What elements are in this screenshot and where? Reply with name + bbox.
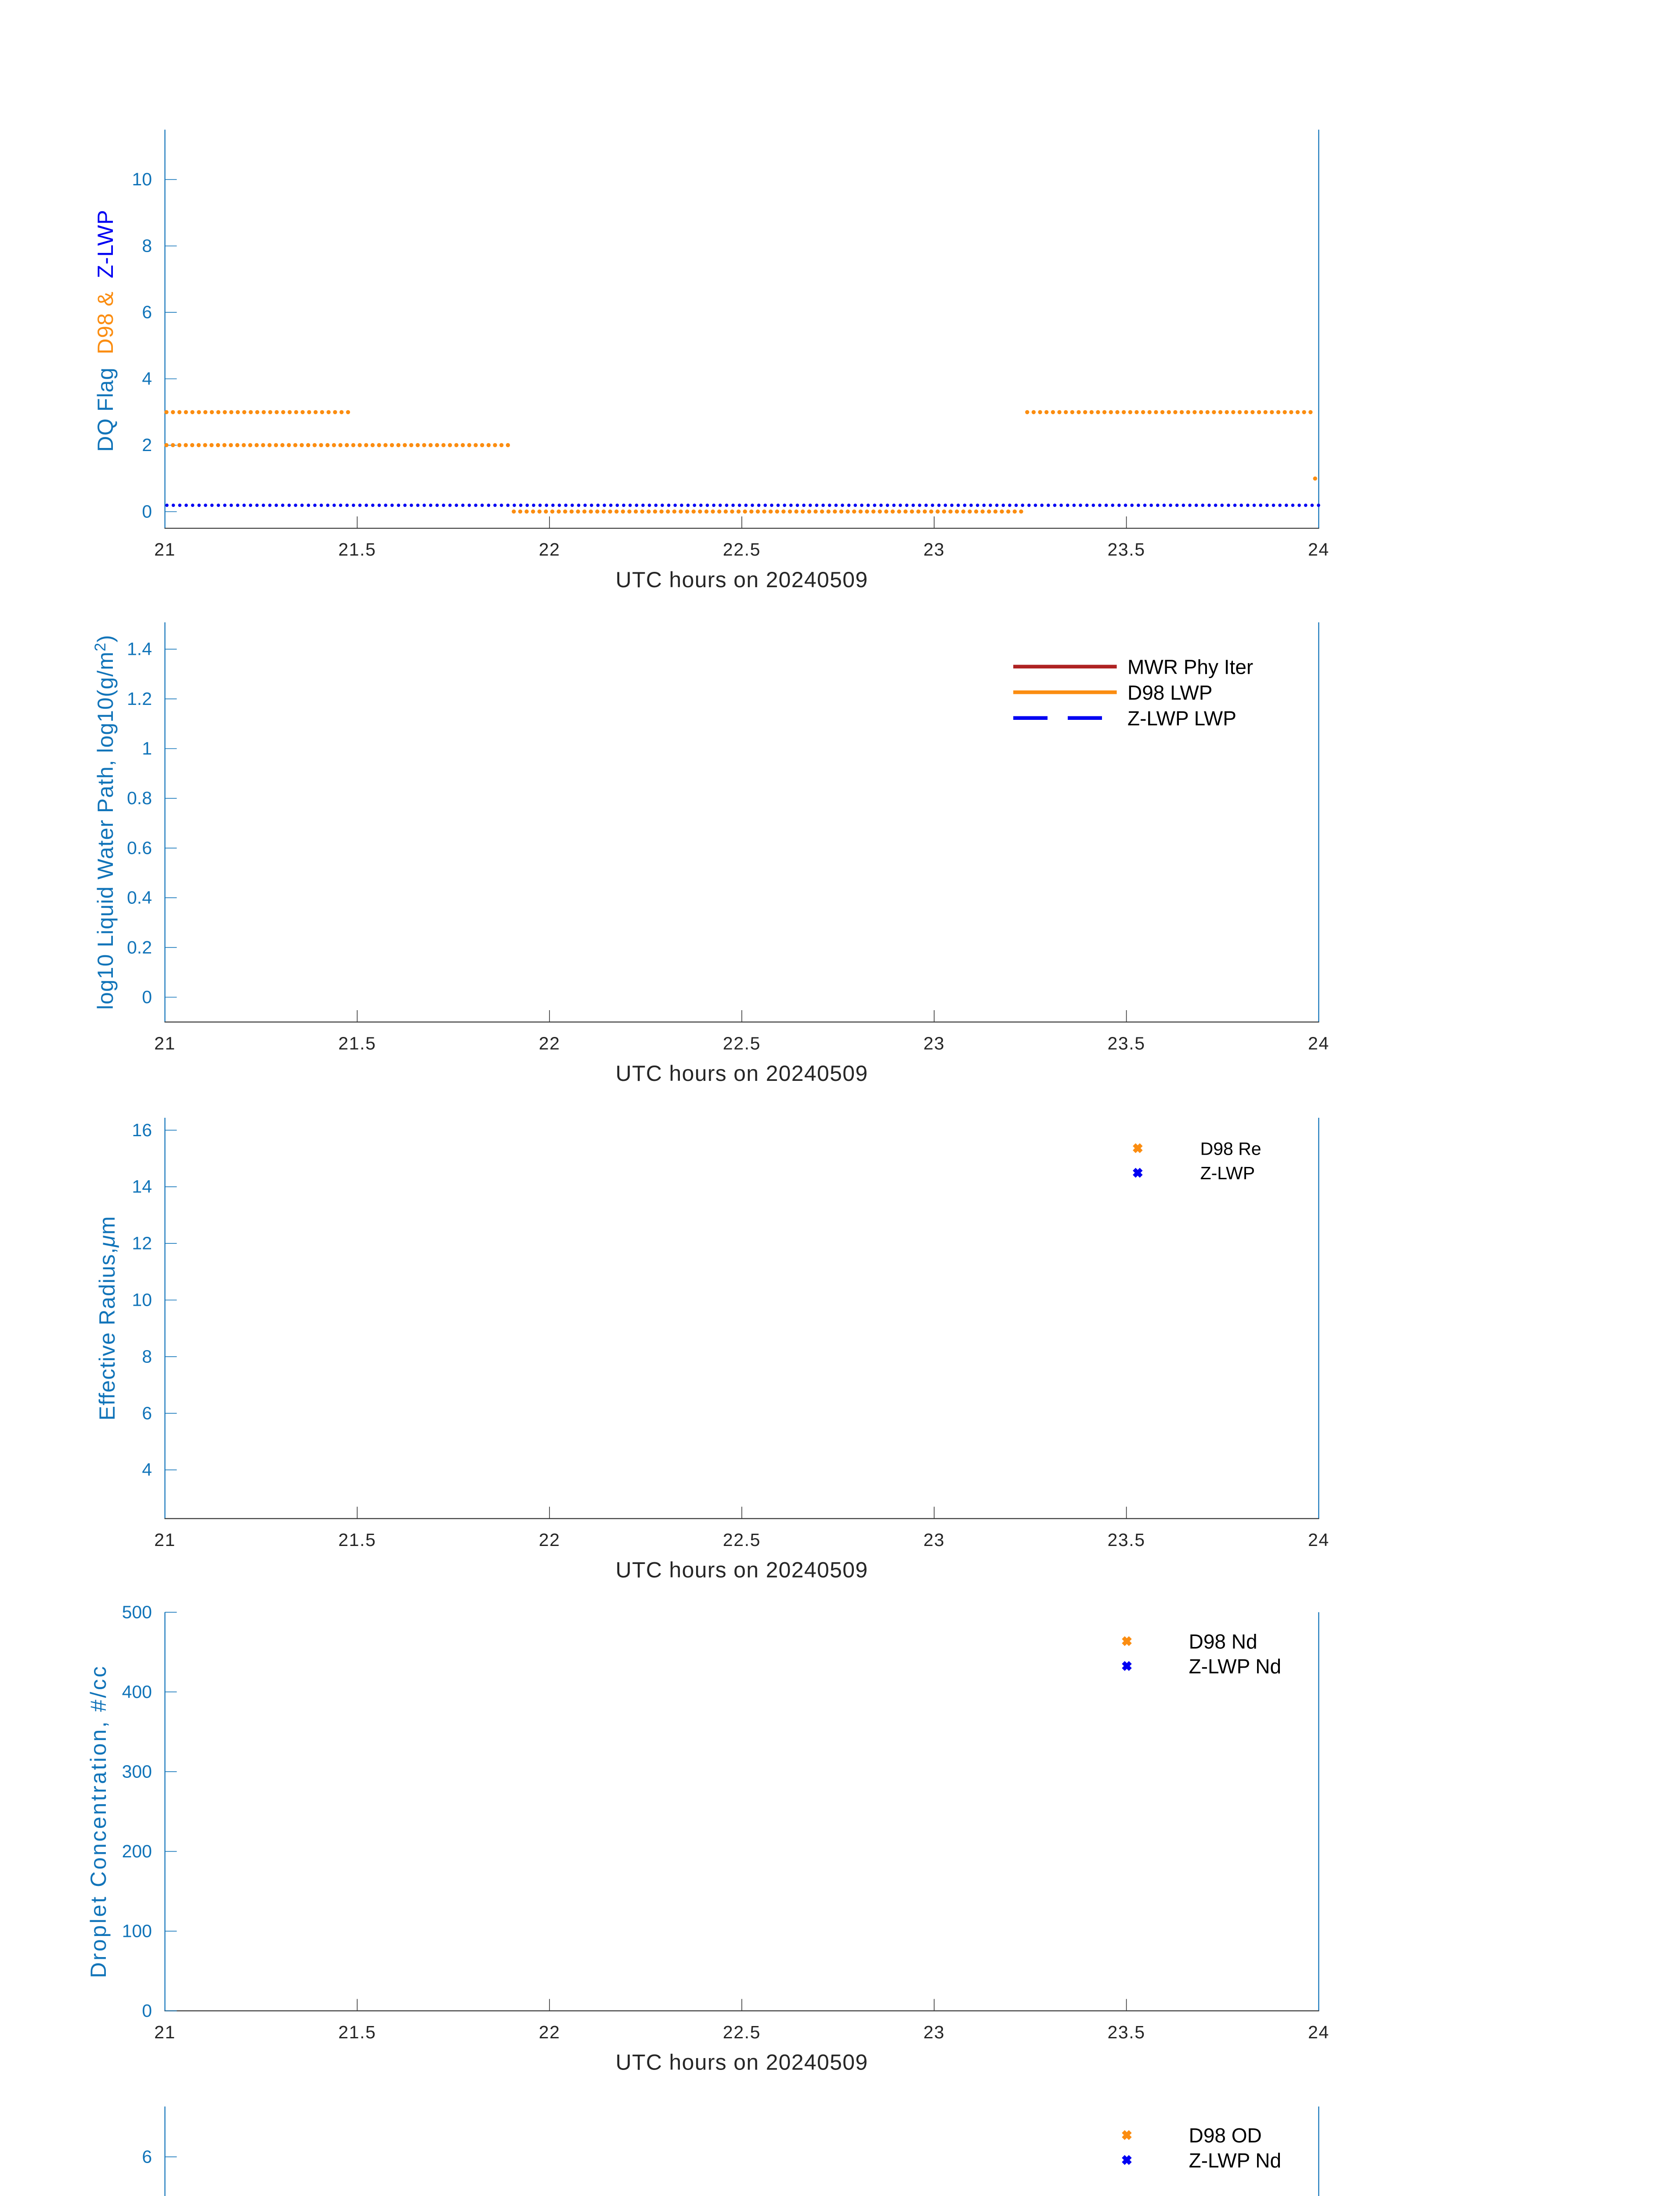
svg-text:0: 0 (142, 2001, 152, 2021)
svg-text:8: 8 (142, 236, 152, 256)
svg-text:21.5: 21.5 (338, 539, 376, 560)
svg-text:24: 24 (1308, 2022, 1330, 2042)
svg-text:24: 24 (1308, 1530, 1330, 1550)
svg-text:22: 22 (539, 2022, 560, 2042)
svg-text:D98 LWP: D98 LWP (1127, 681, 1212, 704)
svg-text:UTC hours on 20240509: UTC hours on 20240509 (616, 567, 868, 592)
svg-text:16: 16 (132, 1120, 152, 1140)
svg-text:500: 500 (122, 1602, 152, 1622)
svg-text:0.8: 0.8 (127, 788, 152, 808)
svg-text:0: 0 (142, 502, 152, 522)
svg-text:23.5: 23.5 (1107, 2022, 1145, 2042)
svg-text:Droplet Concentration, #/cc: Droplet Concentration, #/cc (86, 1665, 111, 1978)
svg-text:0.4: 0.4 (127, 888, 152, 908)
svg-text:8: 8 (142, 1346, 152, 1366)
svg-text:Z-LWP Nd: Z-LWP Nd (1189, 1655, 1281, 1678)
svg-text:0: 0 (142, 987, 152, 1007)
svg-text:22.5: 22.5 (723, 1530, 761, 1550)
svg-text:200: 200 (122, 1841, 152, 1861)
svg-text:21: 21 (154, 539, 176, 560)
svg-text:24: 24 (1308, 539, 1330, 560)
svg-text:23: 23 (923, 539, 945, 560)
svg-text:21: 21 (154, 2022, 176, 2042)
svg-text:21: 21 (154, 1033, 176, 1053)
svg-text:UTC hours on 20240509: UTC hours on 20240509 (616, 2050, 868, 2074)
svg-text:1: 1 (142, 738, 152, 758)
svg-text:1.4: 1.4 (127, 639, 152, 659)
svg-text:Z-LWP LWP: Z-LWP LWP (1127, 707, 1236, 730)
svg-text:300: 300 (122, 1761, 152, 1781)
svg-text:4: 4 (142, 1459, 152, 1480)
svg-text:23: 23 (923, 2022, 945, 2042)
svg-text:23.5: 23.5 (1107, 1530, 1145, 1550)
svg-text:6: 6 (142, 302, 152, 322)
svg-text:21.5: 21.5 (338, 1530, 376, 1550)
svg-text:UTC hours on 20240509: UTC hours on 20240509 (616, 1558, 868, 1582)
svg-text:12: 12 (132, 1233, 152, 1253)
svg-text:Z-LWP Nd: Z-LWP Nd (1189, 2149, 1281, 2172)
svg-text:22.5: 22.5 (723, 539, 761, 560)
svg-text:22.5: 22.5 (723, 1033, 761, 1053)
svg-text:21.5: 21.5 (338, 1033, 376, 1053)
svg-text:MWR Phy Iter: MWR Phy Iter (1127, 656, 1253, 679)
svg-text:2: 2 (142, 435, 152, 455)
svg-text:DQ Flag D98 & Z-LWP: DQ Flag D98 & Z-LWP (93, 209, 118, 451)
svg-text:Effective Radius,μm: Effective Radius,μm (95, 1216, 119, 1420)
svg-text:Z-LWP: Z-LWP (1200, 1163, 1255, 1183)
svg-text:23.5: 23.5 (1107, 539, 1145, 560)
svg-text:14: 14 (132, 1177, 152, 1197)
svg-text:1.2: 1.2 (127, 689, 152, 709)
svg-text:D98 Nd: D98 Nd (1189, 1630, 1257, 1653)
svg-text:D98 OD: D98 OD (1189, 2124, 1262, 2147)
svg-text:0.6: 0.6 (127, 838, 152, 858)
svg-text:21: 21 (154, 1530, 176, 1550)
svg-text:log10 Liquid Water Path, log10: log10 Liquid Water Path, log10(g/m2) (92, 635, 118, 1010)
svg-text:400: 400 (122, 1682, 152, 1702)
svg-text:22: 22 (539, 539, 560, 560)
svg-text:4: 4 (142, 368, 152, 389)
svg-text:21.5: 21.5 (338, 2022, 376, 2042)
svg-text:100: 100 (122, 1921, 152, 1941)
svg-text:10: 10 (132, 169, 152, 189)
svg-text:23: 23 (923, 1033, 945, 1053)
svg-text:6: 6 (142, 2146, 152, 2167)
svg-text:22: 22 (539, 1530, 560, 1550)
svg-text:UTC hours on 20240509: UTC hours on 20240509 (616, 1061, 868, 1086)
svg-text:23.5: 23.5 (1107, 1033, 1145, 1053)
svg-text:23: 23 (923, 1530, 945, 1550)
svg-text:22.5: 22.5 (723, 2022, 761, 2042)
svg-text:0.2: 0.2 (127, 937, 152, 957)
svg-text:10: 10 (132, 1290, 152, 1310)
svg-text:D98 Re: D98 Re (1200, 1138, 1261, 1159)
svg-text:24: 24 (1308, 1033, 1330, 1053)
svg-text:6: 6 (142, 1403, 152, 1423)
svg-text:22: 22 (539, 1033, 560, 1053)
